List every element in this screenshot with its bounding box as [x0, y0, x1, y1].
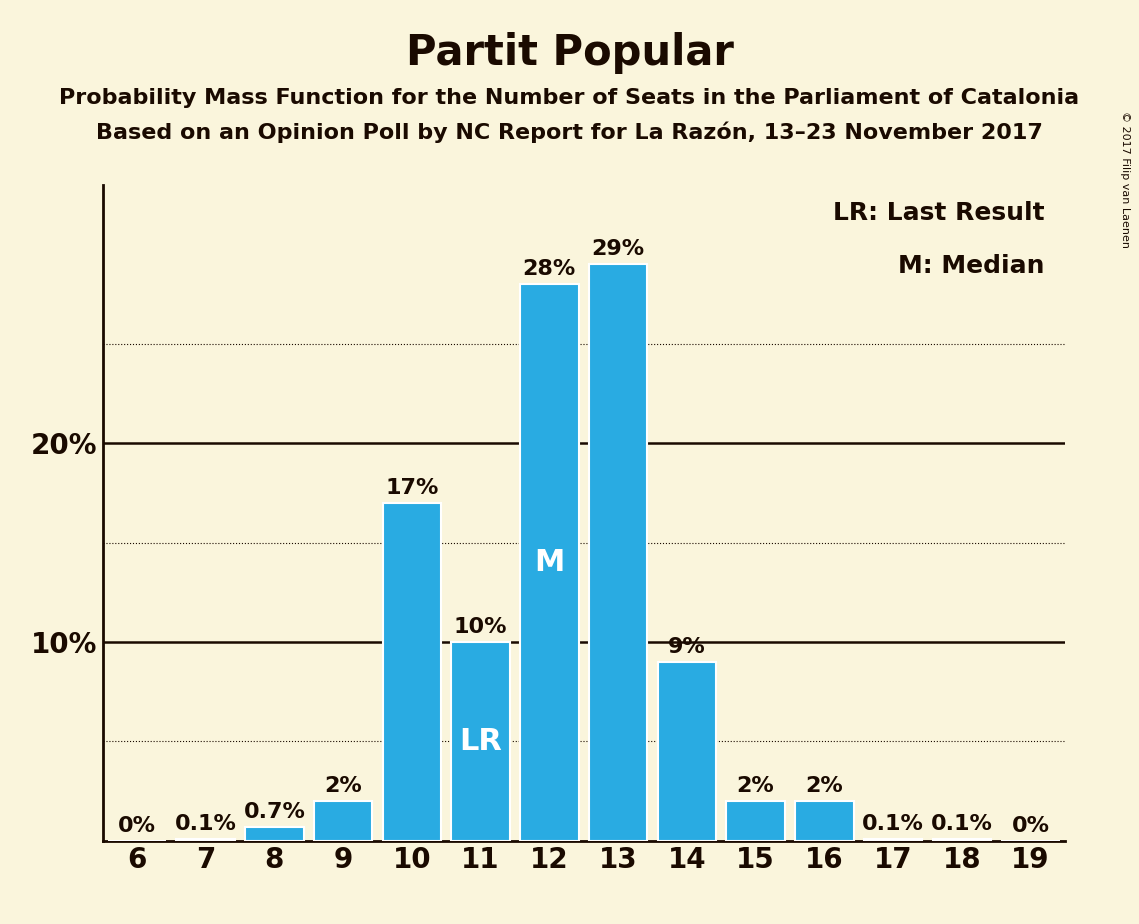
- Text: Based on an Opinion Poll by NC Report for La Razón, 13–23 November 2017: Based on an Opinion Poll by NC Report fo…: [96, 122, 1043, 143]
- Bar: [589, 264, 647, 841]
- Text: LR: Last Result: LR: Last Result: [833, 201, 1044, 225]
- Text: 0%: 0%: [1011, 816, 1050, 836]
- Text: M: M: [534, 548, 565, 577]
- Text: 9%: 9%: [667, 637, 706, 657]
- Text: 0%: 0%: [117, 816, 156, 836]
- Bar: [451, 642, 510, 841]
- Bar: [863, 839, 923, 841]
- Bar: [314, 801, 372, 841]
- Text: 2%: 2%: [805, 776, 843, 796]
- Text: Partit Popular: Partit Popular: [405, 32, 734, 74]
- Text: 28%: 28%: [523, 260, 576, 279]
- Bar: [521, 285, 579, 841]
- Text: Probability Mass Function for the Number of Seats in the Parliament of Catalonia: Probability Mass Function for the Number…: [59, 88, 1080, 108]
- Bar: [657, 662, 716, 841]
- Text: 2%: 2%: [325, 776, 362, 796]
- Text: 0.7%: 0.7%: [244, 802, 305, 822]
- Text: 0.1%: 0.1%: [862, 814, 924, 833]
- Text: LR: LR: [459, 727, 502, 756]
- Bar: [245, 827, 304, 841]
- Text: 2%: 2%: [737, 776, 775, 796]
- Text: M: Median: M: Median: [898, 254, 1044, 278]
- Text: 10%: 10%: [453, 617, 507, 637]
- Bar: [795, 801, 853, 841]
- Text: 0.1%: 0.1%: [931, 814, 993, 833]
- Text: 0.1%: 0.1%: [174, 814, 237, 833]
- Bar: [383, 503, 441, 841]
- Text: 29%: 29%: [591, 239, 645, 260]
- Text: 17%: 17%: [385, 478, 439, 498]
- Bar: [933, 839, 991, 841]
- Bar: [727, 801, 785, 841]
- Text: © 2017 Filip van Laenen: © 2017 Filip van Laenen: [1121, 111, 1130, 248]
- Bar: [177, 839, 235, 841]
